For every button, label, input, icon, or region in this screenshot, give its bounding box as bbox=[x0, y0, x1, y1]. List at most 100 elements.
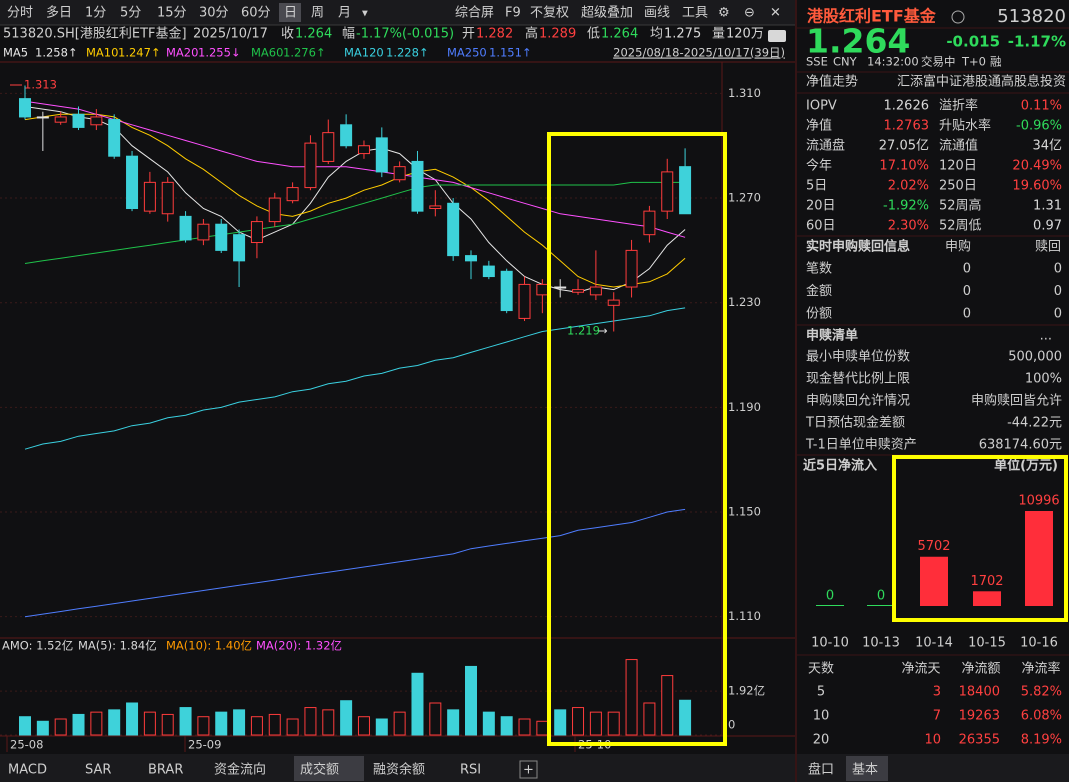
volume-bar bbox=[19, 716, 31, 736]
candle-body bbox=[340, 124, 353, 147]
candle-body bbox=[250, 221, 263, 244]
flow-date: 10-15 bbox=[968, 636, 1006, 651]
indicator-tab[interactable]: SAR bbox=[85, 763, 111, 778]
panel-tab[interactable]: 盘口 bbox=[808, 762, 834, 778]
candle-body bbox=[589, 286, 602, 296]
indicator-tab[interactable]: RSI bbox=[460, 763, 481, 778]
tool-button[interactable]: 超级叠加 bbox=[581, 6, 633, 21]
indicator-tab[interactable]: 成交额 bbox=[300, 762, 339, 778]
candle-body bbox=[572, 289, 585, 293]
indicator-tab[interactable]: MACD bbox=[8, 763, 47, 778]
col-header: 赎回 bbox=[1035, 240, 1061, 255]
volume-bar bbox=[643, 702, 656, 736]
date-range[interactable]: 2025/08/18-2025/10/17(39日) bbox=[613, 46, 785, 60]
indicator-tab[interactable]: BRAR bbox=[148, 763, 183, 778]
stat-label: 52周低 bbox=[939, 219, 982, 234]
volume-bar bbox=[482, 711, 495, 736]
meta: 融 bbox=[990, 55, 1002, 69]
tool-button[interactable]: 工具 bbox=[682, 6, 708, 21]
volume-bar bbox=[500, 716, 513, 736]
table-cell: 10 bbox=[813, 709, 830, 724]
indicator-tab[interactable]: 资金流向 bbox=[214, 762, 266, 778]
tool-button[interactable]: 画线 bbox=[644, 6, 670, 21]
candle-body bbox=[482, 265, 495, 278]
period-tab[interactable]: 多日 bbox=[46, 5, 72, 21]
ma-value: 1.276↑ bbox=[283, 46, 326, 60]
volume-legend: AMO: 1.52亿 bbox=[2, 639, 73, 653]
ma-line bbox=[24, 113, 686, 288]
flow-bar bbox=[816, 605, 844, 606]
active-tab bbox=[279, 3, 301, 22]
ma-value: 1.258↑ bbox=[35, 46, 78, 60]
period-tab[interactable]: 30分 bbox=[199, 6, 229, 21]
volume-bar bbox=[161, 713, 174, 736]
more[interactable]: ... bbox=[1040, 329, 1052, 344]
volume-bar bbox=[197, 716, 210, 736]
y-tick-label: 1.190 bbox=[728, 400, 761, 414]
period-tab[interactable]: 分时 bbox=[7, 6, 33, 21]
flow-bar bbox=[973, 591, 1001, 606]
row-label: 最小申赎单位份数 bbox=[806, 350, 910, 365]
volume-bar bbox=[679, 699, 692, 736]
date: 2025/10/17 bbox=[193, 27, 268, 42]
window-icon[interactable]: ✕ bbox=[770, 6, 781, 21]
period-tab[interactable]: 5分 bbox=[120, 6, 141, 21]
y-tick-label: 1.150 bbox=[728, 505, 761, 519]
flow-value: 10996 bbox=[1018, 494, 1059, 509]
candle-body bbox=[500, 270, 513, 312]
period-tab[interactable]: 15分 bbox=[157, 6, 187, 21]
info-icon bbox=[951, 10, 965, 24]
volume-bar bbox=[393, 711, 406, 736]
add-tab[interactable] bbox=[519, 760, 538, 779]
candle-body bbox=[179, 215, 192, 241]
volume-bar bbox=[72, 713, 85, 736]
volume-bar bbox=[143, 711, 156, 736]
stat-value: 20.49% bbox=[1012, 159, 1062, 174]
period-tab[interactable]: 1分 bbox=[85, 6, 106, 21]
stat-label: 52周高 bbox=[939, 198, 982, 214]
cell: 申购赎回皆允许 bbox=[971, 393, 1062, 409]
ma-value: 1.255↓ bbox=[198, 46, 241, 60]
field-value: 1.289 bbox=[539, 27, 576, 42]
volume-bar bbox=[465, 665, 477, 736]
candle-body bbox=[554, 286, 567, 289]
window-icon[interactable]: ⊖ bbox=[744, 6, 755, 21]
volume-bar bbox=[268, 713, 281, 736]
candle-body bbox=[90, 116, 103, 126]
stat-value: 27.05亿 bbox=[879, 139, 929, 154]
indicator-tab[interactable]: 融资余额 bbox=[373, 762, 425, 778]
flow-value: 0 bbox=[826, 589, 834, 604]
ma-line bbox=[24, 100, 686, 238]
meta: CNY bbox=[833, 55, 858, 69]
volume-bar bbox=[518, 718, 531, 736]
volume-bar bbox=[554, 709, 567, 736]
volume-bar bbox=[179, 707, 192, 736]
candle-body bbox=[536, 283, 549, 296]
volume-tick-label: 0 bbox=[728, 718, 735, 732]
tool-button[interactable]: 不复权 bbox=[530, 5, 569, 21]
period-tab[interactable]: 周 bbox=[311, 6, 324, 21]
cell: 0 bbox=[963, 307, 971, 322]
ma-value: 1.247↑ bbox=[118, 46, 161, 60]
period-tab[interactable]: 日 bbox=[284, 6, 297, 21]
table-cell: 7 bbox=[933, 709, 941, 724]
cell: 638174.60元 bbox=[979, 438, 1062, 453]
nav-link[interactable]: 净值走势 bbox=[806, 74, 858, 90]
field-label: 收 bbox=[281, 27, 294, 42]
window-icon[interactable]: ⚙ bbox=[718, 6, 730, 21]
stat-label: 溢折率 bbox=[939, 98, 978, 114]
candle-body bbox=[679, 166, 692, 215]
tool-button[interactable]: F9 bbox=[505, 6, 521, 21]
volume-legend: MA(10): 1.40亿 bbox=[166, 639, 252, 653]
candle-body bbox=[72, 113, 85, 128]
field-label: 幅 bbox=[342, 27, 355, 42]
candle-body bbox=[322, 132, 335, 162]
stat-value: 2.02% bbox=[888, 179, 929, 194]
y-tick-label: 1.230 bbox=[728, 295, 761, 309]
tool-button[interactable]: 综合屏 bbox=[455, 6, 494, 21]
period-tab[interactable]: 60分 bbox=[241, 6, 271, 21]
panel-tab[interactable]: 基本 bbox=[852, 763, 878, 778]
candle-body bbox=[393, 166, 406, 181]
period-tab[interactable]: 月 bbox=[338, 6, 351, 21]
stat-value: 2.30% bbox=[888, 219, 929, 234]
